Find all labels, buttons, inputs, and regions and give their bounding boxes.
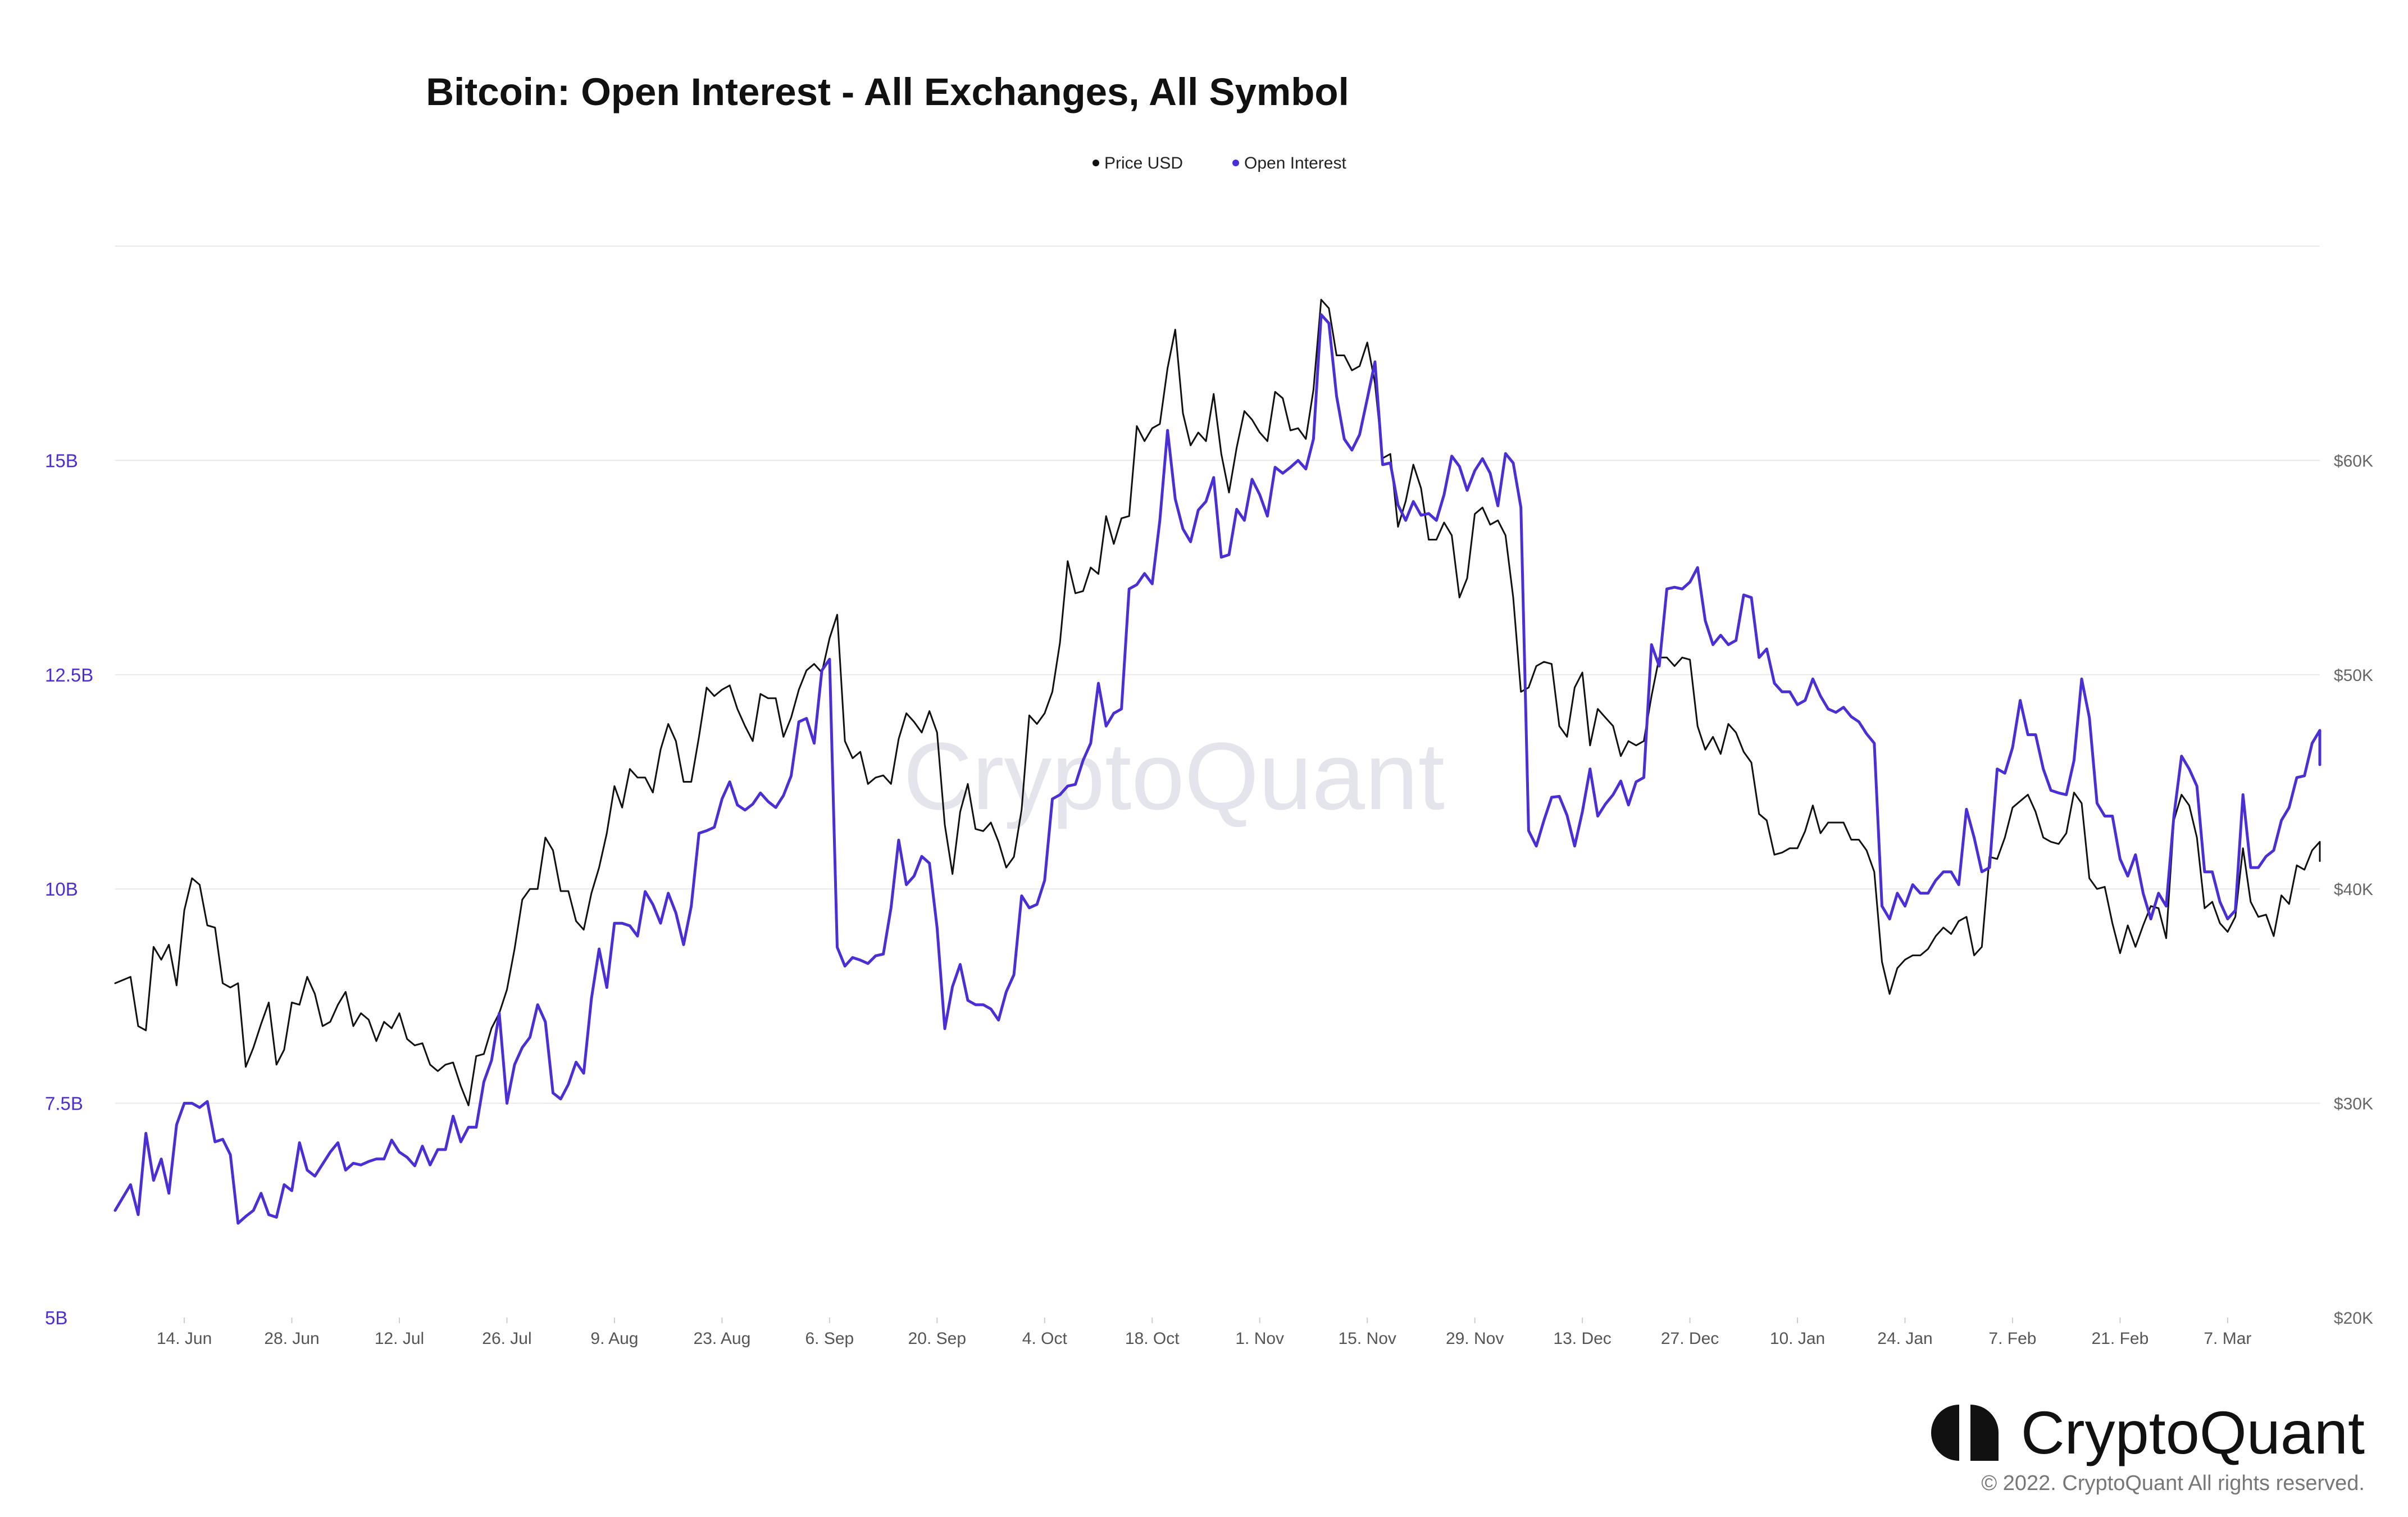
x-axis-tick-label: 24. Jan (1877, 1329, 1932, 1348)
brand-logo-mark-icon (1931, 1405, 1959, 1461)
gridlines (115, 460, 2320, 1104)
copyright-text: © 2022. CryptoQuant All rights reserved. (1981, 1471, 2365, 1495)
x-axis-tick-label: 13. Dec (1553, 1329, 1611, 1348)
x-axis-tick-label: 10. Jan (1770, 1329, 1825, 1348)
right-axis-tick-label: $20K (2334, 1309, 2373, 1328)
x-axis: 14. Jun 28. Jun 12. Jul 26. Jul 9. Aug 23. Au… (157, 1318, 2251, 1348)
left-axis-tick-label: 10B (45, 879, 78, 900)
right-axis-tick-label: $40K (2334, 880, 2373, 899)
x-axis-tick-label: 1. Nov (1235, 1329, 1284, 1348)
right-axis-tick-label: $30K (2334, 1095, 2373, 1114)
x-axis-tick-label: 15. Nov (1338, 1329, 1396, 1348)
brand-logo-mark-icon-secondary (1970, 1405, 1999, 1461)
legend: Price USD Open Interest (1093, 154, 1346, 172)
right-axis-tick-label: $50K (2334, 666, 2373, 685)
x-axis-tick-label: 20. Sep (908, 1329, 966, 1348)
x-axis-tick-label: 9. Aug (590, 1329, 638, 1348)
x-axis-tick-label: 14. Jun (157, 1329, 212, 1348)
right-axis: $20K $30K $40K $50K $60K (2334, 452, 2373, 1328)
x-axis-tick-label: 4. Oct (1022, 1329, 1068, 1348)
legend-label-open-interest: Open Interest (1244, 154, 1346, 172)
x-axis-tick-label: 21. Feb (2092, 1329, 2149, 1348)
x-axis-tick-label: 7. Feb (1988, 1329, 2036, 1348)
x-axis-tick-label: 7. Mar (2204, 1329, 2251, 1348)
legend-marker-price (1093, 160, 1099, 166)
left-axis-tick-label: 7.5B (45, 1093, 83, 1114)
x-axis-tick-label: 18. Oct (1125, 1329, 1180, 1348)
x-axis-tick-label: 26. Jul (482, 1329, 531, 1348)
series-line-price-usd[interactable] (114, 298, 2321, 1106)
series (113, 298, 2321, 1225)
left-axis-tick-label: 12.5B (45, 665, 93, 685)
x-axis-tick-label: 29. Nov (1446, 1329, 1504, 1348)
brand-wordmark: CryptoQuant (2021, 1398, 2365, 1466)
x-axis-tick-label: 6. Sep (805, 1329, 854, 1348)
chart-title: Bitcoin: Open Interest - All Exchanges, … (426, 70, 1349, 113)
series-line-open-interest[interactable] (113, 313, 2321, 1225)
right-axis-tick-label: $60K (2334, 452, 2373, 470)
left-axis-tick-label: 5B (45, 1307, 67, 1328)
x-axis-tick-label: 23. Aug (694, 1329, 751, 1348)
brand-logo (1931, 1405, 1999, 1461)
legend-label-price: Price USD (1104, 154, 1183, 172)
x-axis-tick-label: 27. Dec (1661, 1329, 1719, 1348)
legend-item-open-interest[interactable]: Open Interest (1232, 154, 1346, 172)
left-axis-tick-label: 15B (45, 450, 78, 471)
watermark: CryptoQuant (903, 723, 1445, 830)
left-axis: 5B 7.5B 10B 12.5B 15B (45, 450, 93, 1328)
legend-marker-open-interest (1232, 160, 1239, 166)
legend-item-price[interactable]: Price USD (1093, 154, 1183, 172)
x-axis-tick-label: 28. Jun (264, 1329, 319, 1348)
x-axis-tick-label: 12. Jul (375, 1329, 424, 1348)
